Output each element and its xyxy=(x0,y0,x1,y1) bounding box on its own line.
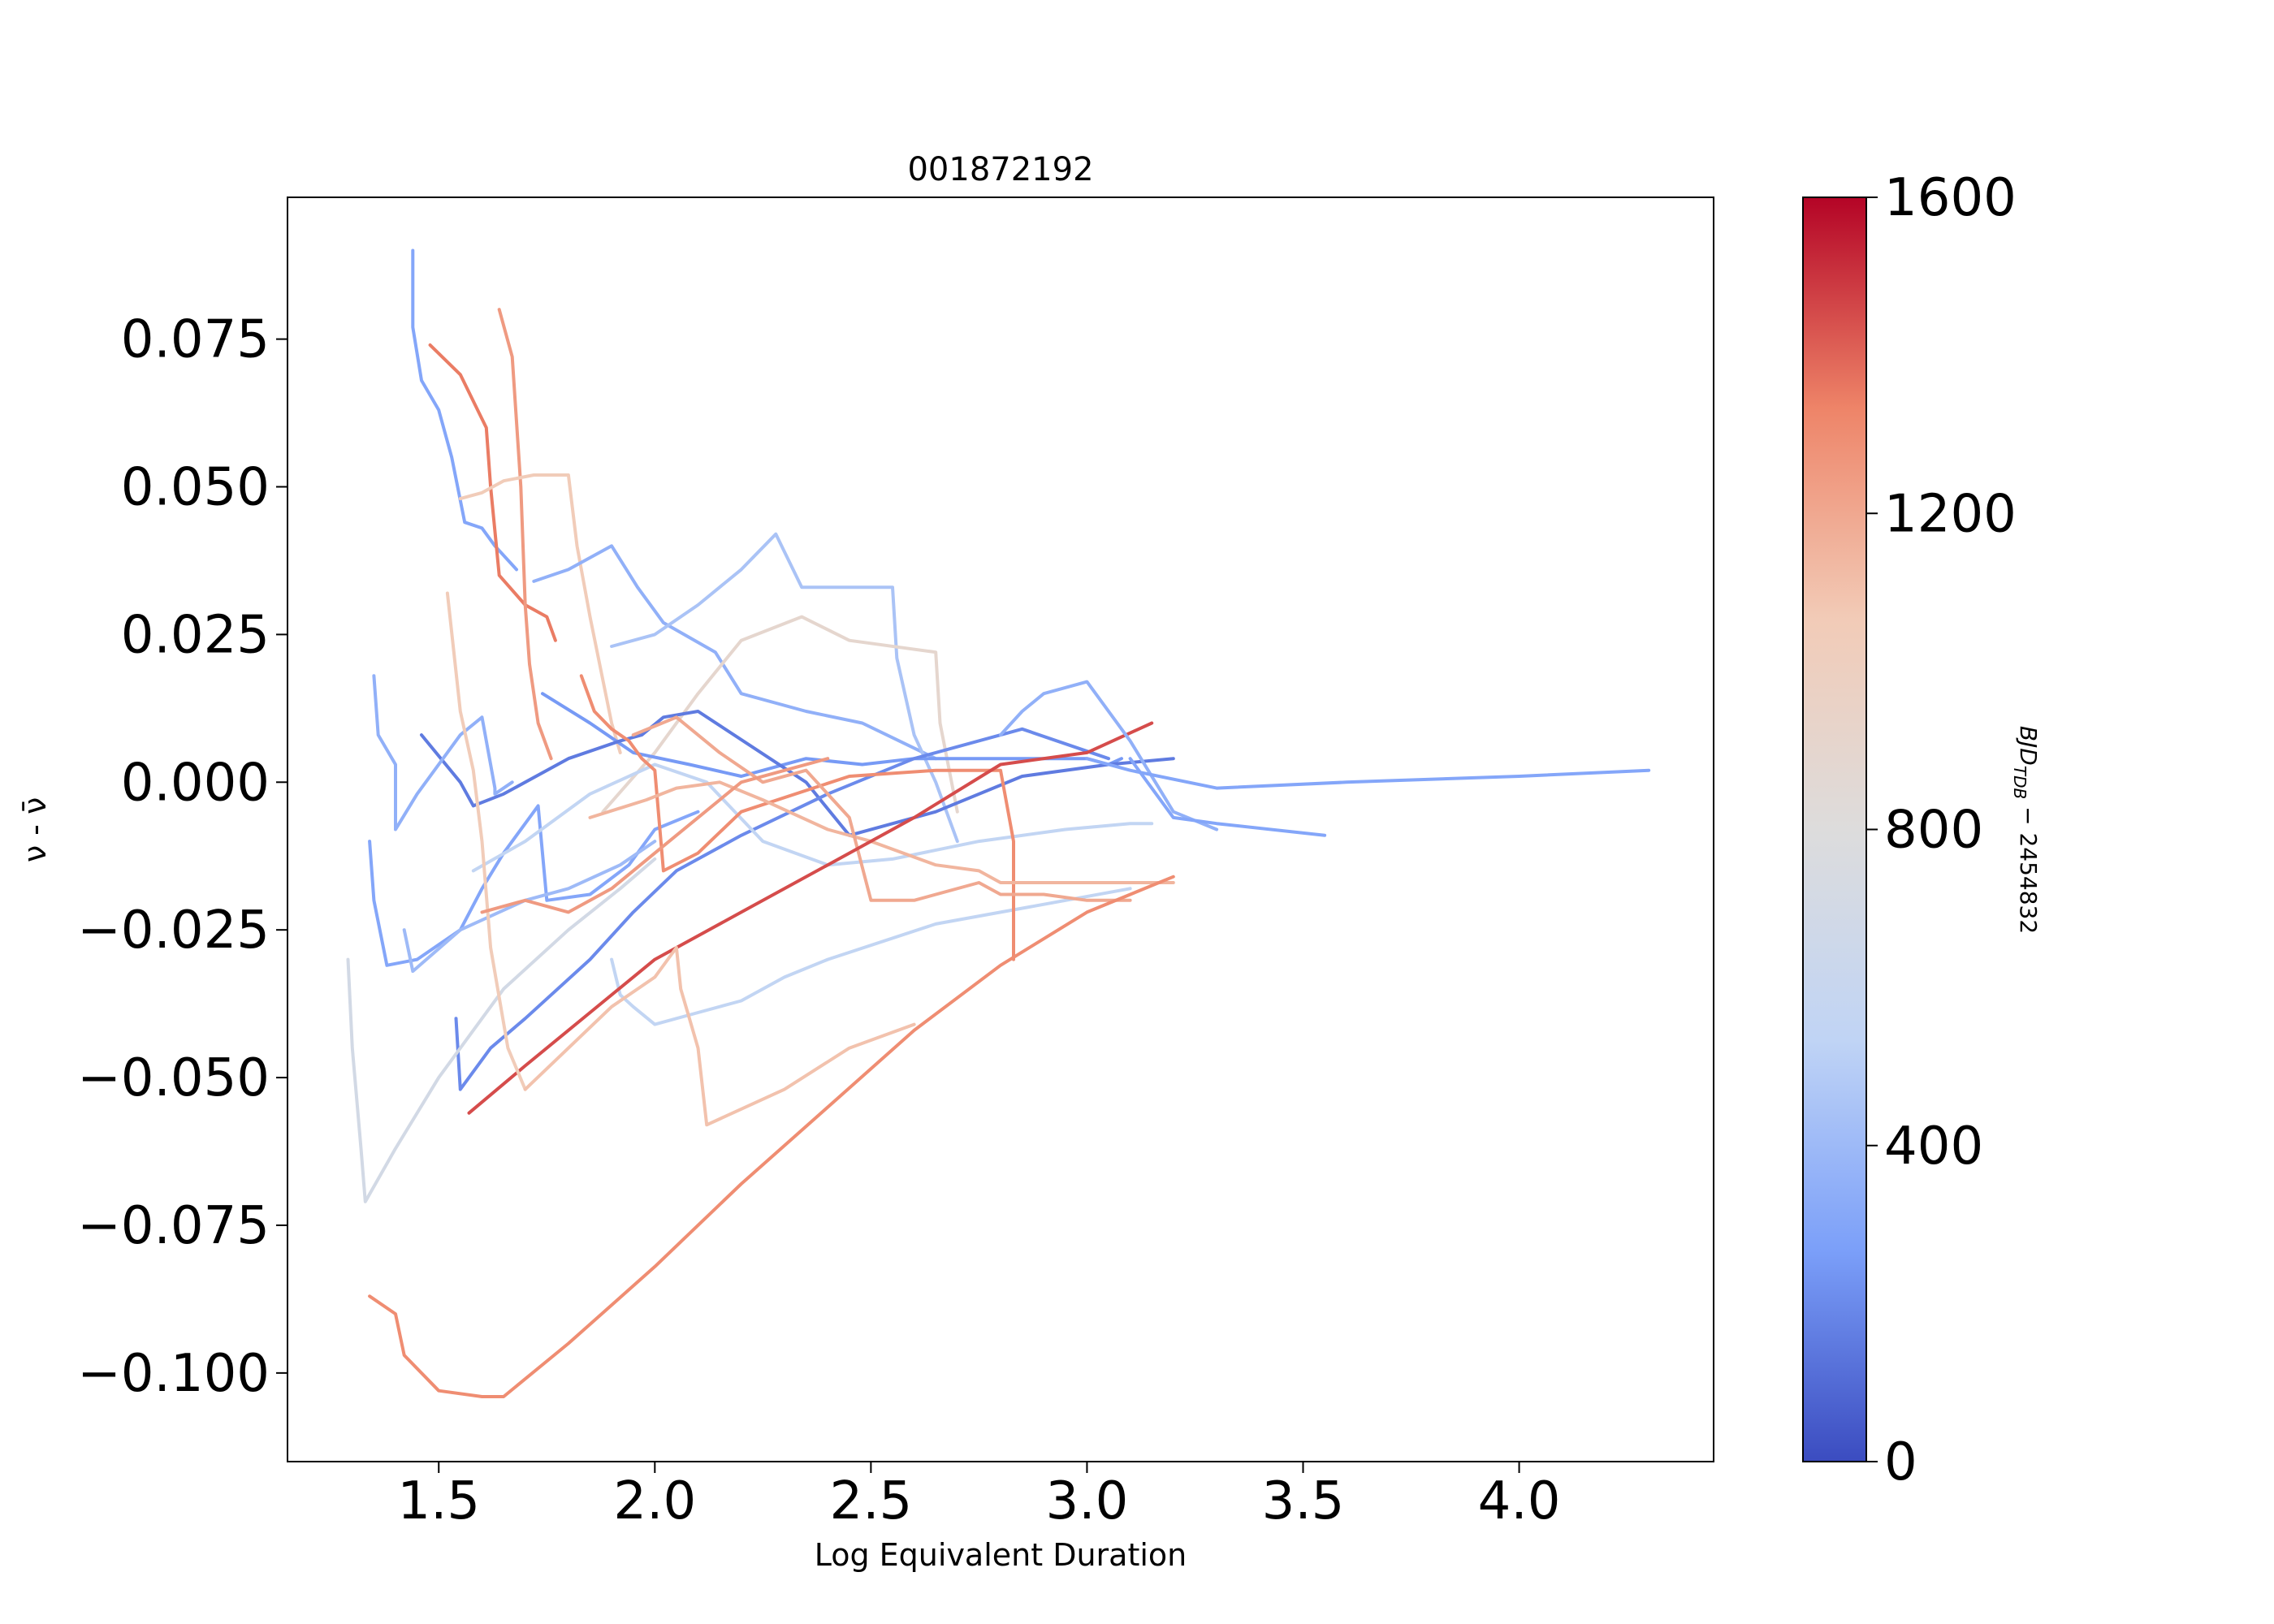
series-line-3 xyxy=(458,473,622,754)
series-line-14 xyxy=(471,762,1154,873)
series-line-23 xyxy=(480,757,830,914)
y-tick-label: −0.050 xyxy=(77,1048,270,1108)
y-tick-label: −0.075 xyxy=(77,1196,270,1256)
series-line-15 xyxy=(610,887,1132,1026)
colorbar xyxy=(1802,197,1867,1462)
series-line-5 xyxy=(610,532,959,844)
series-line-6 xyxy=(601,615,959,814)
y-axis-label: ν - ν̄ xyxy=(17,797,53,862)
y-tick-label: 0.025 xyxy=(121,605,270,665)
colorbar-tick-label: 1600 xyxy=(1884,168,2017,228)
colorbar-tick-label: 0 xyxy=(1884,1432,1917,1492)
x-tick-label: 3.5 xyxy=(1262,1471,1345,1531)
series-line-1 xyxy=(428,343,557,642)
y-tick-label: 0.075 xyxy=(121,310,270,370)
x-tick-label: 3.0 xyxy=(1046,1471,1129,1531)
series-line-25 xyxy=(1085,757,1651,790)
series-line-11 xyxy=(402,840,657,974)
x-tick-label: 2.5 xyxy=(829,1471,912,1531)
series-line-4 xyxy=(532,544,938,761)
y-axis: 0.075 0.050 0.025 0.000 −0.025 −0.050 −0.075 −0… xyxy=(77,310,287,1404)
x-tick-label: 1.5 xyxy=(397,1471,480,1531)
x-axis: 1.5 2.0 2.5 3.0 3.5 4.0 xyxy=(397,1462,1560,1531)
series-layer xyxy=(346,248,1651,1398)
colorbar-tick-label: 800 xyxy=(1884,801,1983,861)
series-line-13 xyxy=(346,857,657,1203)
x-axis-label: Log Equivalent Duration xyxy=(815,1537,1187,1573)
y-tick-label: 0.000 xyxy=(121,753,270,813)
colorbar-tick-label: 1200 xyxy=(1884,484,2017,544)
series-line-19 xyxy=(467,721,1154,1115)
series-line-21 xyxy=(445,591,527,1091)
colorbar-ticks: 0 400 800 1200 1600 xyxy=(1866,168,2017,1492)
series-line-22 xyxy=(523,946,916,1127)
y-tick-label: −0.025 xyxy=(77,901,270,961)
series-line-2 xyxy=(497,308,553,761)
series-line-24 xyxy=(999,680,1219,831)
colorbar-label: BJDTDB − 2454832 xyxy=(2010,726,2042,934)
series-line-18 xyxy=(631,715,1132,902)
series-line-12 xyxy=(454,727,1110,1091)
chart-title: 001872192 xyxy=(907,151,1093,188)
y-tick-label: −0.100 xyxy=(77,1344,270,1404)
series-line-8 xyxy=(420,710,1175,837)
series-line-17 xyxy=(588,780,1175,884)
series-line-26 xyxy=(1128,757,1327,837)
series-line-20 xyxy=(368,875,1175,1398)
series-line-0 xyxy=(411,248,518,572)
series-line-10 xyxy=(368,804,700,967)
plot-frame xyxy=(287,197,1714,1462)
x-tick-label: 4.0 xyxy=(1478,1471,1561,1531)
y-tick-label: 0.050 xyxy=(121,458,270,518)
x-tick-label: 2.0 xyxy=(613,1471,696,1531)
series-line-9 xyxy=(372,674,514,831)
colorbar-tick-label: 400 xyxy=(1884,1116,1983,1177)
